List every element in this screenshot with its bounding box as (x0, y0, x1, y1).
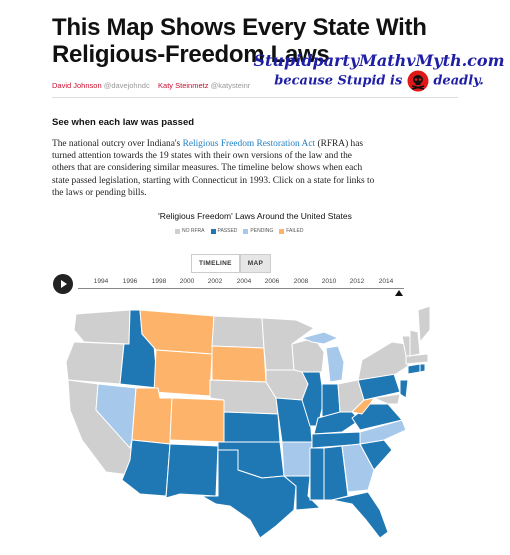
legend-label-failed: FAILED (286, 228, 304, 234)
state-florida[interactable] (331, 491, 389, 539)
state-utah[interactable] (131, 387, 173, 445)
legend-failed: FAILED (279, 228, 303, 234)
state-colorado[interactable] (169, 397, 225, 443)
year-tick-2004[interactable]: 2004 (236, 278, 252, 285)
watermark-tagline: because Stupid is deadly. (250, 70, 508, 92)
year-tick-2010[interactable]: 2010 (321, 278, 337, 285)
timeline-slider[interactable]: 1994 1996 1998 2000 2002 2004 2006 2008 … (78, 276, 408, 300)
author-link-1[interactable]: David Johnson (52, 81, 102, 90)
state-north-dakota[interactable] (211, 315, 265, 349)
legend-label-passed: PASSED (217, 228, 238, 234)
state-oregon[interactable] (65, 341, 125, 385)
view-toggle: TIMELINE MAP (191, 254, 272, 273)
watermark-tagline-a: because Stupid is (274, 73, 403, 89)
legend-label-no-rfra: NO RFRA (182, 228, 205, 234)
state-arkansas[interactable] (281, 441, 313, 477)
state-wyoming[interactable] (153, 349, 213, 397)
legend-passed: PASSED (210, 228, 238, 234)
state-new-york[interactable] (357, 341, 409, 381)
state-west-virginia[interactable] (351, 397, 375, 415)
year-tick-1994[interactable]: 1994 (93, 278, 109, 285)
timeline-tab[interactable]: TIMELINE (191, 254, 240, 273)
legend-label-pending: PENDING (250, 228, 274, 234)
year-tick-1996[interactable]: 1996 (122, 278, 138, 285)
state-kansas[interactable] (223, 411, 281, 443)
state-maine[interactable] (417, 305, 431, 343)
year-tick-2012[interactable]: 2012 (349, 278, 365, 285)
state-new-hampshire[interactable] (409, 329, 421, 357)
year-tick-2006[interactable]: 2006 (264, 278, 280, 285)
year-tick-1998[interactable]: 1998 (151, 278, 167, 285)
intro-paragraph: The national outcry over Indiana's Relig… (52, 138, 377, 199)
legend-swatch-no-rfra (175, 228, 180, 234)
timeline-track (78, 288, 404, 289)
chart-title: 'Religious Freedom' Laws Around the Unit… (158, 211, 352, 221)
year-tick-2014[interactable]: 2014 (378, 278, 394, 285)
legend-pending: PENDING (243, 228, 273, 234)
intro-text-post: (RFRA) has turned attention towards the … (52, 139, 375, 198)
map-tab[interactable]: MAP (239, 254, 272, 273)
state-massachusetts[interactable] (405, 353, 429, 365)
byline: David Johnson @davejohndc Katy Steinmetz… (52, 81, 250, 90)
state-mississippi[interactable] (309, 447, 325, 501)
byline-divider (52, 97, 458, 98)
watermark-overlay: StupidpartyMathvMyth.com because Stupid … (250, 51, 508, 92)
state-illinois[interactable] (301, 371, 325, 427)
legend-swatch-passed (210, 228, 216, 234)
article-title: This Map Shows Every State With Religiou… (52, 14, 427, 68)
legend-swatch-failed (279, 228, 285, 234)
year-tick-2002[interactable]: 2002 (207, 278, 223, 285)
state-new-jersey[interactable] (399, 379, 409, 399)
state-maryland[interactable] (373, 393, 401, 405)
state-michigan[interactable] (325, 345, 345, 383)
watermark-site: StupidpartyMathvMyth.com (253, 51, 505, 70)
year-tick-2008[interactable]: 2008 (293, 278, 309, 285)
section-heading: See when each law was passed (52, 117, 195, 128)
skull-icon (407, 70, 429, 92)
author-handle-1[interactable]: @davejohndc (103, 81, 150, 90)
watermark-tagline-b: deadly. (433, 73, 484, 89)
state-new-mexico[interactable] (165, 443, 219, 499)
state-connecticut[interactable] (407, 363, 421, 375)
state-south-dakota[interactable] (211, 345, 267, 383)
intro-text-pre: The national outcry over Indiana's (52, 139, 183, 149)
state-nevada[interactable] (95, 383, 137, 449)
state-texas[interactable] (201, 449, 297, 539)
state-washington[interactable] (73, 309, 131, 345)
play-button[interactable] (53, 274, 73, 294)
rfra-link[interactable]: Religious Freedom Restoration Act (182, 139, 316, 149)
state-rhode-island[interactable] (419, 363, 426, 373)
author-link-2[interactable]: Katy Steinmetz (158, 81, 209, 90)
us-map (65, 305, 431, 539)
year-tick-2000[interactable]: 2000 (179, 278, 195, 285)
state-michigan-upper[interactable] (301, 331, 339, 345)
timeline-handle[interactable] (395, 290, 403, 296)
legend-no-rfra: NO RFRA (175, 228, 205, 234)
legend-swatch-pending (243, 228, 249, 234)
author-handle-2[interactable]: @katysteinr (210, 81, 251, 90)
map-legend: NO RFRA PASSED PENDING FAILED (175, 228, 303, 234)
